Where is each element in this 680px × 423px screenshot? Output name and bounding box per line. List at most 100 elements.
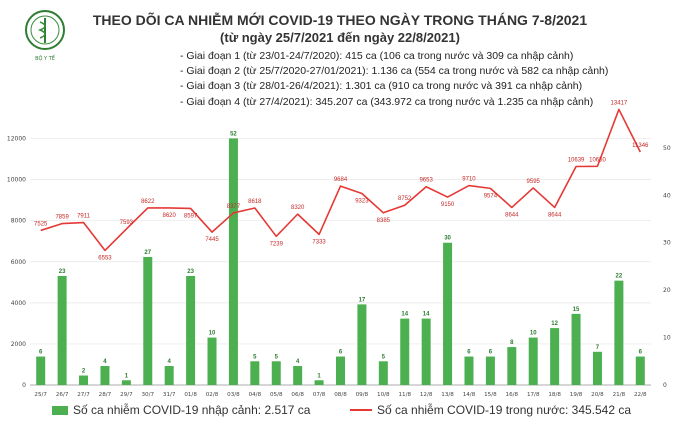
- left-axis-tick: 2000: [11, 341, 26, 348]
- bar: [571, 313, 581, 385]
- bar-value-label: 10: [530, 331, 537, 337]
- x-axis-tick: 17/8: [527, 392, 540, 398]
- bar: [464, 356, 474, 385]
- bar-value-label: 4: [296, 359, 300, 365]
- bar-value-label: 2: [82, 369, 86, 375]
- legend-line-entry: Số ca nhiễm COVID-19 trong nước: 345.542…: [350, 403, 631, 417]
- bar: [314, 380, 324, 385]
- legend: Số ca nhiễm COVID-19 nhập cảnh: 2.517 ca…: [30, 403, 670, 419]
- line-value-label: 8385: [377, 218, 391, 224]
- x-axis-tick: 13/8: [441, 392, 454, 398]
- line-value-label: 8644: [548, 212, 562, 218]
- x-axis-tick: 25/7: [34, 392, 47, 398]
- phase-2-item: Giai đoạn 2 (từ 25/7/2020-27/01/2021): 1…: [180, 64, 608, 79]
- phase-1-item: Giai đoạn 1 (từ 23/01-24/7/2020): 415 ca…: [180, 49, 608, 64]
- line-value-label: 7911: [77, 214, 91, 220]
- line-value-label: 8320: [291, 205, 305, 211]
- right-axis-tick: 0: [663, 382, 667, 389]
- bar: [186, 275, 196, 385]
- bar: [36, 356, 46, 385]
- bar-value-label: 6: [339, 350, 343, 356]
- x-axis-tick: 14/8: [463, 392, 476, 398]
- bar-value-label: 7: [596, 345, 600, 351]
- x-axis-tick: 18/8: [548, 392, 561, 398]
- x-axis-tick: 07/8: [313, 392, 326, 398]
- line-value-label: 9323: [355, 199, 369, 205]
- bar: [143, 256, 153, 385]
- bar: [207, 337, 217, 385]
- bar: [507, 347, 517, 385]
- bar-value-label: 14: [423, 312, 430, 318]
- left-axis-tick: 6000: [11, 259, 26, 266]
- ministry-of-health-logo: BỘ Y TẾ: [25, 10, 65, 62]
- x-axis-tick: 19/8: [570, 392, 583, 398]
- bar: [443, 242, 453, 385]
- x-axis-tick: 20/8: [591, 392, 604, 398]
- domestic-cases-line: [40, 108, 642, 252]
- x-axis-tick: 10/8: [377, 392, 390, 398]
- bar-value-label: 6: [467, 350, 471, 356]
- line-value-label: 8597: [184, 213, 198, 219]
- chart-title: THEO DÕI CA NHIỄM MỚI COVID-19 THEO NGÀY…: [92, 12, 588, 28]
- bar-value-label: 23: [187, 269, 194, 275]
- line-value-label: 10650: [589, 157, 606, 163]
- bar: [293, 366, 303, 385]
- bar-value-label: 52: [230, 131, 237, 137]
- line-value-label: 11346: [632, 143, 649, 149]
- line-value-label: 9710: [462, 177, 476, 183]
- bar-value-label: 27: [144, 250, 151, 256]
- line-value-label: 7445: [205, 237, 219, 243]
- line-value-label: 7239: [270, 241, 284, 247]
- bar: [271, 361, 281, 385]
- right-axis-tick: 30: [663, 240, 671, 247]
- bar: [421, 318, 431, 385]
- x-axis-tick: 03/8: [227, 392, 240, 398]
- bar-value-label: 30: [444, 236, 451, 242]
- covid-cases-chart: 0 2000 4000 6000 8000 10000 12000 0 10 20 30 40 50 6 2…: [7, 100, 671, 398]
- bar-value-label: 5: [382, 354, 386, 360]
- bar: [635, 356, 645, 385]
- line-value-label: 8622: [141, 199, 155, 205]
- bar-value-label: 22: [616, 274, 623, 280]
- x-axis-tick: 31/7: [163, 392, 176, 398]
- bar-value-label: 15: [573, 307, 580, 313]
- left-axis-tick: 4000: [11, 300, 26, 307]
- line-value-label: 9574: [484, 193, 498, 199]
- bar: [550, 328, 560, 385]
- phase-4-item: Giai đoạn 4 (từ 27/4/2021): 345.207 ca (…: [180, 95, 608, 110]
- left-axis-tick: 8000: [11, 218, 26, 225]
- line-value-label: 9595: [527, 179, 541, 185]
- x-axis-tick: 12/8: [420, 392, 433, 398]
- bar: [614, 280, 624, 385]
- bar-value-label: 4: [168, 359, 172, 365]
- bar-value-label: 6: [39, 350, 43, 356]
- line-value-label: 13417: [611, 100, 628, 106]
- x-axis-tick: 15/8: [484, 392, 497, 398]
- bar: [79, 375, 89, 385]
- bar: [250, 361, 260, 385]
- bar-value-label: 6: [489, 350, 493, 356]
- bar-value-label: 1: [317, 373, 321, 379]
- bar: [336, 356, 345, 385]
- legend-line-swatch: [350, 409, 372, 411]
- bar-value-label: 6: [639, 350, 643, 356]
- bar: [164, 366, 174, 385]
- bar: [400, 318, 410, 385]
- x-axis-tick: 21/8: [613, 392, 626, 398]
- line-value-label: 9150: [441, 202, 455, 208]
- bar: [378, 361, 388, 385]
- bar-value-label: 5: [253, 354, 257, 360]
- line-value-label: 7333: [312, 239, 326, 245]
- line-value-label: 6553: [98, 255, 112, 261]
- left-axis-tick: 0: [22, 382, 26, 389]
- x-axis-tick: 29/7: [120, 392, 133, 398]
- x-axis-tick: 30/7: [141, 392, 154, 398]
- line-value-label: 8620: [163, 213, 177, 219]
- bar-value-label: 12: [551, 321, 558, 327]
- x-axis-tick: 01/8: [184, 392, 197, 398]
- bar: [228, 138, 238, 385]
- line-value-label: 8377: [227, 204, 241, 210]
- phase-3-item: Giai đoạn 3 (từ 28/01-26/4/2021): 1.301 …: [180, 79, 608, 94]
- left-axis-tick: 12000: [7, 136, 26, 143]
- right-axis-tick: 20: [663, 287, 671, 294]
